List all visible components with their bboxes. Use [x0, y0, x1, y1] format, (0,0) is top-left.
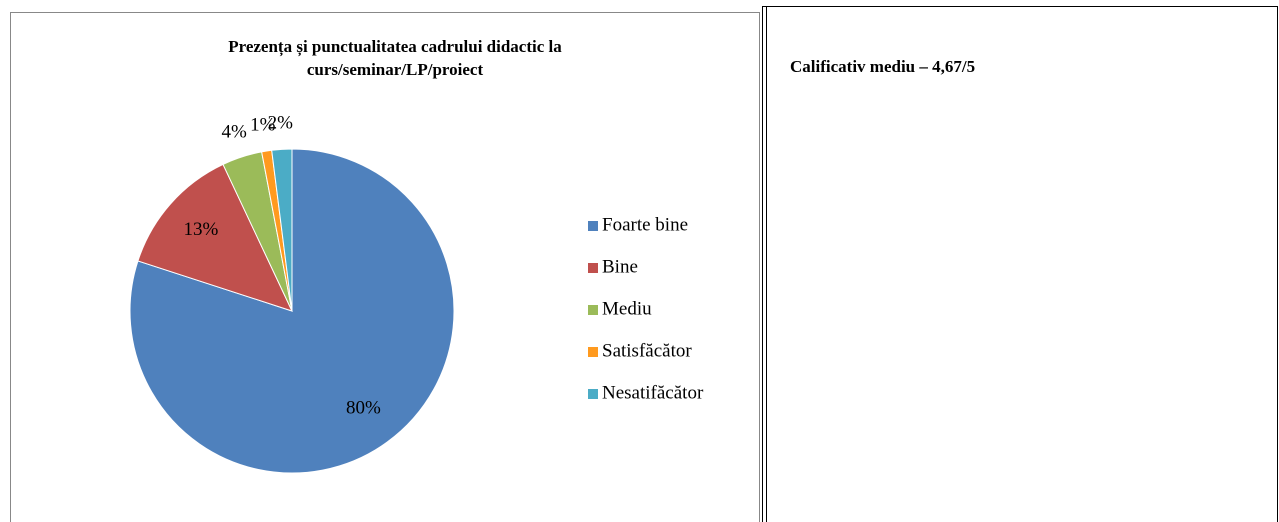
legend-label: Bine	[602, 256, 638, 277]
legend-label: Nesatifăcător	[602, 382, 704, 403]
note: Calificativ mediu – 4,67/5	[790, 57, 975, 76]
data-label: 80%	[346, 398, 381, 419]
chart-title: curs/seminar/LP/proiect	[307, 60, 484, 79]
legend-label: Satisfăcător	[602, 340, 692, 361]
data-label: 2%	[268, 113, 294, 134]
legend-swatch	[588, 305, 598, 315]
data-label: 1%	[250, 115, 276, 136]
pie-slice	[271, 148, 293, 312]
data-label: 4%	[222, 122, 248, 143]
chart-frame	[10, 12, 760, 522]
legend-label: Mediu	[602, 298, 652, 319]
pie-slice	[137, 163, 293, 312]
legend-swatch	[588, 347, 598, 357]
legend-label: Foarte bine	[602, 214, 688, 235]
data-label: 13%	[183, 219, 218, 240]
legend-swatch	[588, 389, 598, 399]
legend-swatch	[588, 221, 598, 231]
chart-title: Prezența și punctualitatea cadrului dida…	[228, 37, 562, 57]
legend-swatch	[588, 263, 598, 273]
